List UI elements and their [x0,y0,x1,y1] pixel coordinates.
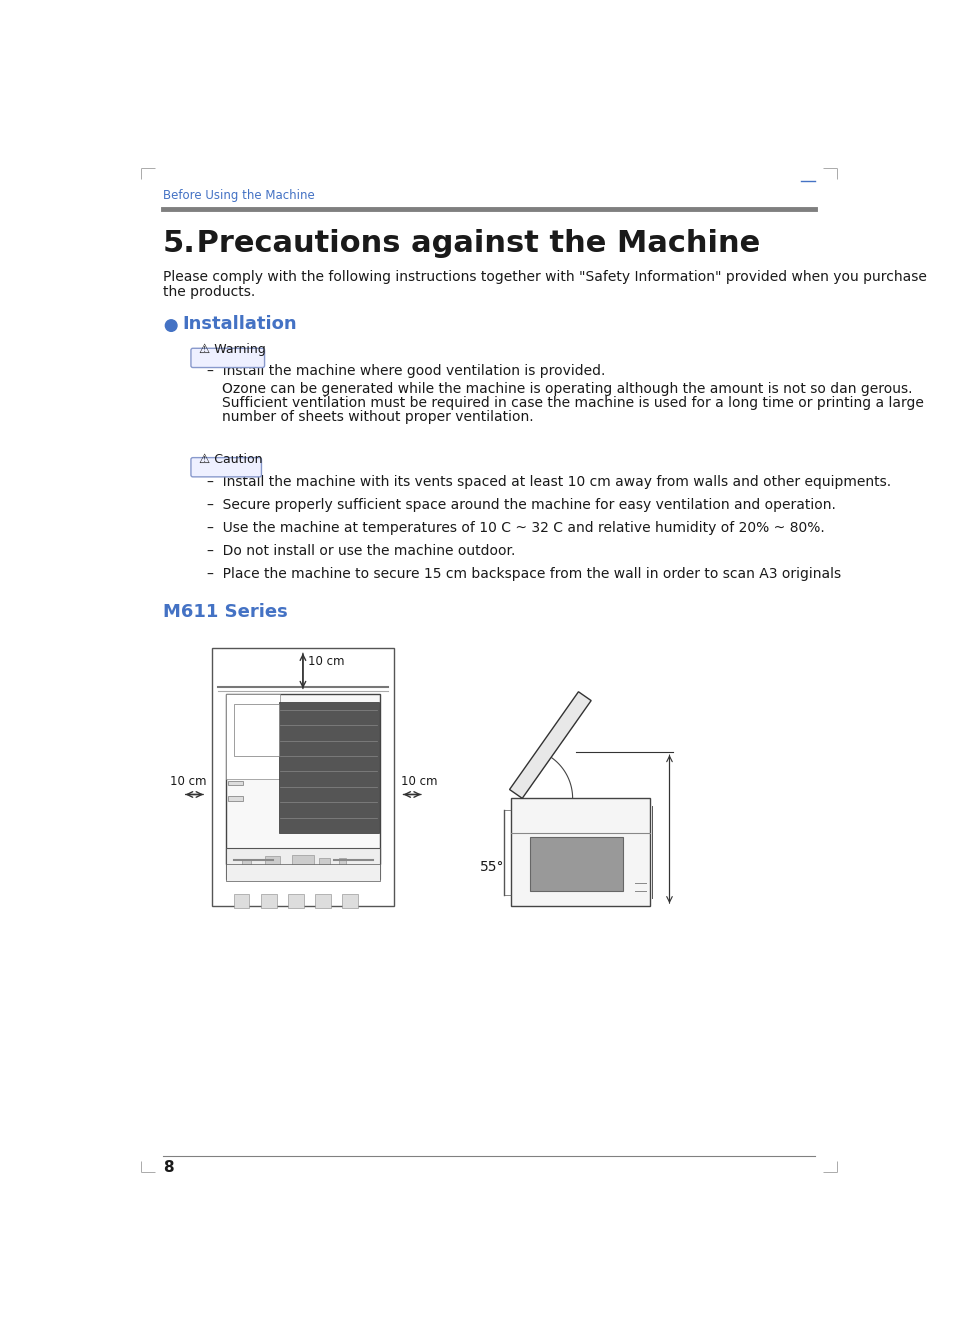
Text: ⚠ Warning: ⚠ Warning [199,344,266,356]
Text: –  Do not install or use the machine outdoor.: – Do not install or use the machine outd… [207,544,515,559]
Bar [292,855,314,872]
Text: –  Use the machine at temperatures of 10 C ~ 32 C and relative humidity of 20% ~: – Use the machine at temperatures of 10 … [207,522,823,535]
Text: –  Install the machine with its vents spaced at least 10 cm away from walls and : – Install the machine with its vents spa… [207,475,890,488]
Bar [226,864,380,881]
Text: 5.: 5. [162,228,195,257]
Bar [228,780,243,786]
Text: 8: 8 [162,1160,173,1174]
Text: Sufficient ventilation must be required in case the machine is used for a long t: Sufficient ventilation must be required … [222,397,923,410]
Text: 10 cm: 10 cm [170,775,206,788]
Text: 55°: 55° [479,860,503,874]
Bar [278,702,378,833]
Bar [342,894,357,908]
Bar [338,857,346,865]
Polygon shape [509,691,591,799]
Text: M611 Series: M611 Series [162,602,287,621]
Bar [226,694,280,779]
Bar [212,648,394,906]
Text: 10 cm: 10 cm [400,775,436,788]
Bar [510,799,649,906]
Bar [261,894,276,908]
Bar [233,703,278,756]
Text: 10 cm: 10 cm [307,656,344,667]
Text: Installation: Installation [183,316,297,333]
Text: Please comply with the following instructions together with "Safety Information": Please comply with the following instruc… [162,269,925,284]
Circle shape [165,320,177,332]
Text: Precautions against the Machine: Precautions against the Machine [186,228,760,257]
Bar [241,860,251,868]
Text: Ozone can be generated while the machine is operating although the amount is not: Ozone can be generated while the machine… [222,382,912,397]
Text: –  Secure properly sufficient space around the machine for easy ventilation and : – Secure properly sufficient space aroun… [207,498,835,512]
Bar [288,894,303,908]
FancyBboxPatch shape [191,458,261,476]
Text: ⚠ Caution: ⚠ Caution [199,453,262,466]
Bar [315,894,331,908]
Bar [530,837,622,890]
Text: the products.: the products. [162,284,254,299]
Bar [265,856,280,871]
Bar [226,694,380,864]
Bar [319,857,330,868]
Text: –  Install the machine where good ventilation is provided.: – Install the machine where good ventila… [207,364,604,378]
Bar [233,894,249,908]
Text: Before Using the Machine: Before Using the Machine [162,190,314,202]
Text: –  Place the machine to secure 15 cm backspace from the wall in order to scan A3: – Place the machine to secure 15 cm back… [207,567,840,581]
Text: number of sheets without proper ventilation.: number of sheets without proper ventilat… [222,410,534,425]
Bar [228,796,243,800]
FancyBboxPatch shape [191,348,264,368]
Bar [226,848,380,880]
